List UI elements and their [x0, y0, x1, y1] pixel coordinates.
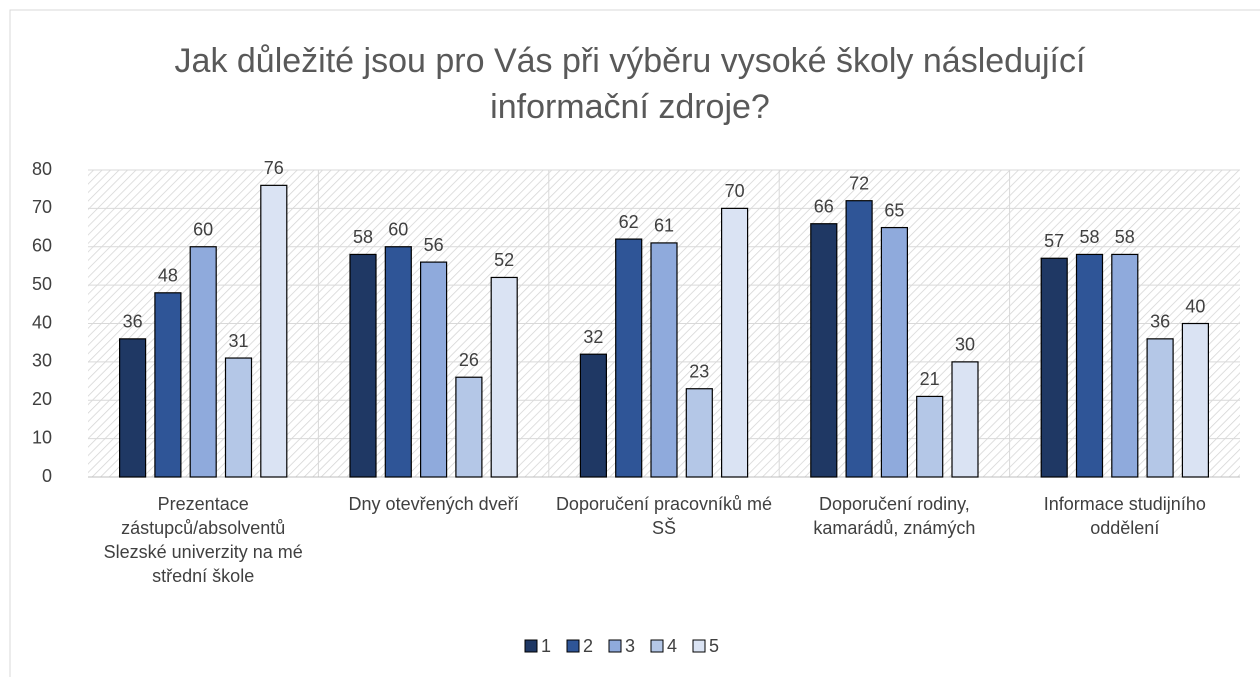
bar: [720, 207, 749, 478]
data-label: 58: [1079, 227, 1099, 247]
bar: [1040, 257, 1068, 478]
bar: [349, 253, 377, 478]
bar: [1075, 253, 1104, 478]
bar: [490, 276, 518, 478]
legend-swatch: [566, 639, 580, 653]
bar: [189, 246, 217, 478]
data-label: 58: [353, 227, 373, 247]
data-label: 30: [955, 335, 975, 355]
bar: [880, 226, 909, 478]
x-tick-label: Doporučení rodiny, kamarádů, známých: [813, 494, 976, 538]
data-label: 26: [459, 350, 479, 370]
bar: [1181, 322, 1210, 478]
y-tick-label: 60: [32, 236, 52, 256]
legend-label: 4: [667, 636, 677, 656]
chart-border: [9, 9, 1260, 677]
legend-swatch: [692, 639, 706, 653]
bar: [951, 361, 979, 478]
x-tick-label: Informace studijního oddělení: [1043, 494, 1206, 538]
data-label: 76: [264, 158, 284, 178]
y-tick-label: 20: [32, 389, 52, 409]
legend-swatch: [524, 639, 538, 653]
x-tick-label: Dny otevřených dveří: [348, 494, 519, 514]
data-label: 60: [388, 220, 408, 240]
data-label: 70: [725, 181, 745, 201]
data-label: 36: [1150, 312, 1170, 332]
data-label: 60: [193, 220, 213, 240]
legend-swatch: [608, 639, 622, 653]
y-tick-label: 10: [32, 427, 52, 447]
bar: [810, 223, 838, 478]
bar: [845, 200, 873, 478]
bar: [1111, 253, 1139, 478]
data-label: 56: [424, 235, 444, 255]
bar: [224, 357, 253, 478]
legend-label: 1: [541, 636, 551, 656]
data-label: 23: [689, 361, 709, 381]
bar: [579, 353, 608, 478]
y-tick-label: 30: [32, 351, 52, 371]
data-label: 36: [123, 312, 143, 332]
bar: [650, 242, 678, 478]
legend-label: 3: [625, 636, 635, 656]
y-tick-label: 50: [32, 274, 52, 294]
data-label: 40: [1185, 296, 1205, 316]
data-label: 58: [1115, 227, 1135, 247]
y-tick-label: 0: [42, 466, 52, 486]
data-label: 57: [1044, 231, 1064, 251]
bar: [154, 292, 182, 478]
data-label: 72: [849, 173, 869, 193]
bar: [916, 395, 944, 478]
data-label: 65: [884, 200, 904, 220]
data-label: 48: [158, 266, 178, 286]
bar: [615, 238, 643, 478]
data-label: 66: [814, 196, 834, 216]
bar: [384, 246, 412, 478]
data-label: 52: [494, 250, 514, 270]
bar: [260, 184, 288, 478]
x-tick-label: Prezentace zástupců/absolventů Slezské u…: [103, 494, 303, 586]
data-label: 21: [920, 369, 940, 389]
data-label: 61: [654, 216, 674, 236]
y-tick-label: 40: [32, 312, 52, 332]
y-tick-label: 80: [32, 159, 52, 179]
legend-swatch: [650, 639, 664, 653]
legend-label: 2: [583, 636, 593, 656]
bar: [685, 388, 713, 478]
legend-label: 5: [709, 636, 719, 656]
x-tick-label: Doporučení pracovníků mé SŠ: [555, 494, 773, 538]
y-tick-label: 70: [32, 197, 52, 217]
chart-title: Jak důležité jsou pro Vás při výběru vys…: [174, 42, 1086, 126]
bar: [118, 338, 147, 478]
data-label: 32: [583, 327, 603, 347]
bar: [420, 261, 448, 478]
data-label: 62: [619, 212, 639, 232]
data-label: 31: [228, 331, 248, 351]
bar: [1146, 338, 1174, 478]
bar: [455, 376, 483, 478]
